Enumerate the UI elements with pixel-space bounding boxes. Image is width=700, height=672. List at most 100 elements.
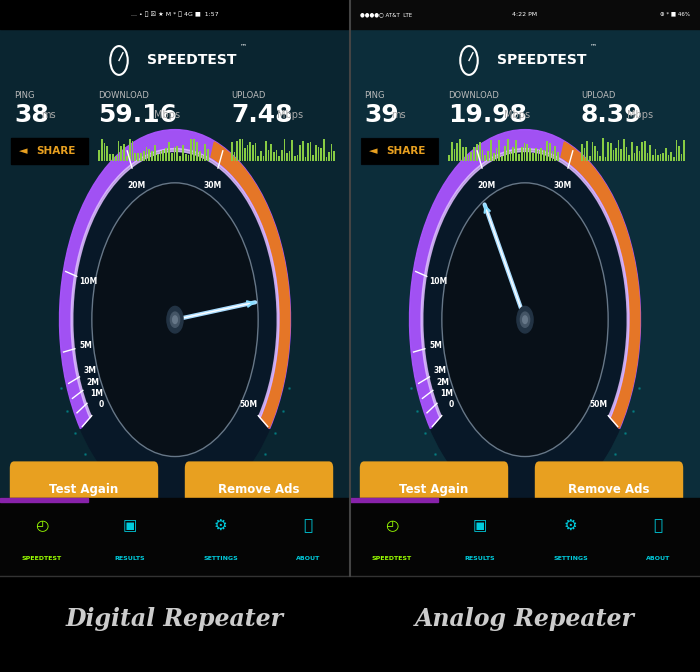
Text: SHARE: SHARE	[386, 146, 426, 156]
Text: 59.16: 59.16	[98, 103, 177, 127]
Bar	[134, 153, 136, 161]
Bar	[241, 138, 243, 161]
Bar	[538, 150, 540, 161]
Bar	[647, 153, 648, 161]
Bar	[515, 140, 517, 161]
Bar	[231, 142, 232, 161]
Text: 3M: 3M	[84, 366, 97, 375]
Text: 2M: 2M	[87, 378, 100, 387]
Bar	[484, 155, 486, 161]
Bar	[456, 143, 459, 161]
Text: Digital Repeater: Digital Repeater	[66, 607, 284, 631]
Text: Test Again: Test Again	[400, 482, 468, 495]
Text: ●●●●○ AT&T  LTE: ●●●●○ AT&T LTE	[360, 12, 412, 17]
Bar	[137, 153, 139, 161]
Bar	[615, 148, 617, 161]
Text: RESULTS: RESULTS	[114, 556, 145, 561]
Bar	[252, 145, 253, 161]
Bar	[255, 143, 256, 161]
Bar	[605, 157, 606, 161]
Bar	[587, 142, 588, 161]
Text: 0: 0	[99, 401, 104, 409]
Bar	[182, 145, 183, 161]
Bar	[673, 157, 675, 161]
Bar	[312, 155, 314, 161]
Wedge shape	[561, 142, 640, 428]
Text: 1M: 1M	[440, 389, 454, 398]
Text: ○: ○	[167, 591, 183, 610]
Bar	[106, 146, 108, 161]
Bar	[98, 150, 100, 161]
Bar	[612, 150, 614, 161]
Bar	[532, 153, 533, 161]
Text: SHARE: SHARE	[36, 146, 76, 156]
Bar	[188, 155, 189, 161]
Bar	[610, 143, 612, 161]
Text: 0: 0	[449, 401, 454, 409]
Bar	[504, 146, 505, 161]
Text: 38: 38	[14, 103, 49, 127]
Text: PING: PING	[14, 91, 34, 99]
Bar	[185, 153, 186, 161]
Bar	[304, 157, 306, 161]
Bar	[132, 141, 133, 161]
Bar	[309, 142, 312, 161]
Circle shape	[167, 306, 183, 333]
Bar	[448, 155, 449, 161]
Bar	[193, 139, 195, 161]
Bar	[529, 148, 531, 161]
Bar	[476, 144, 477, 161]
Bar	[291, 140, 293, 161]
Bar	[490, 140, 491, 161]
Bar	[302, 140, 304, 161]
Bar	[143, 151, 145, 161]
Bar	[168, 142, 169, 161]
Text: 3M: 3M	[434, 366, 447, 375]
Bar	[0, 498, 350, 576]
Bar	[109, 154, 111, 161]
Wedge shape	[71, 149, 279, 418]
Text: SPEEDTEST: SPEEDTEST	[22, 556, 62, 561]
Bar	[333, 151, 335, 161]
Bar	[10, 138, 88, 164]
Bar	[350, 498, 438, 502]
Bar	[668, 155, 669, 161]
Bar	[286, 153, 288, 161]
Bar	[602, 138, 603, 161]
Circle shape	[520, 312, 530, 327]
Bar	[350, 498, 700, 576]
Bar	[512, 146, 514, 161]
Bar	[493, 153, 494, 161]
Bar	[300, 145, 301, 161]
Bar	[112, 154, 113, 161]
Text: ⚙: ⚙	[214, 518, 228, 533]
Text: SPEEDTEST: SPEEDTEST	[497, 54, 587, 67]
Bar	[608, 142, 609, 161]
Bar	[244, 149, 246, 161]
Text: ABOUT: ABOUT	[296, 556, 320, 561]
Bar	[584, 148, 585, 161]
Text: SPEEDTEST: SPEEDTEST	[372, 556, 412, 561]
Bar	[487, 151, 489, 161]
Bar	[281, 150, 283, 161]
Bar	[239, 139, 241, 161]
Bar	[549, 142, 550, 161]
Bar	[129, 139, 131, 161]
Bar	[657, 155, 659, 161]
Bar	[115, 156, 116, 161]
Text: Remove Ads: Remove Ads	[568, 482, 650, 495]
Text: 1M: 1M	[90, 389, 104, 398]
Bar	[294, 156, 295, 161]
Bar	[0, 498, 88, 502]
Bar	[465, 147, 466, 161]
Bar	[279, 157, 280, 161]
Text: Mbps: Mbps	[154, 110, 180, 120]
Bar	[326, 157, 327, 161]
Bar	[199, 151, 201, 161]
Bar	[552, 151, 553, 161]
Bar	[507, 139, 508, 161]
Bar	[659, 154, 662, 161]
Bar	[247, 145, 248, 161]
Text: UPLOAD: UPLOAD	[231, 91, 265, 99]
Bar	[315, 144, 316, 161]
